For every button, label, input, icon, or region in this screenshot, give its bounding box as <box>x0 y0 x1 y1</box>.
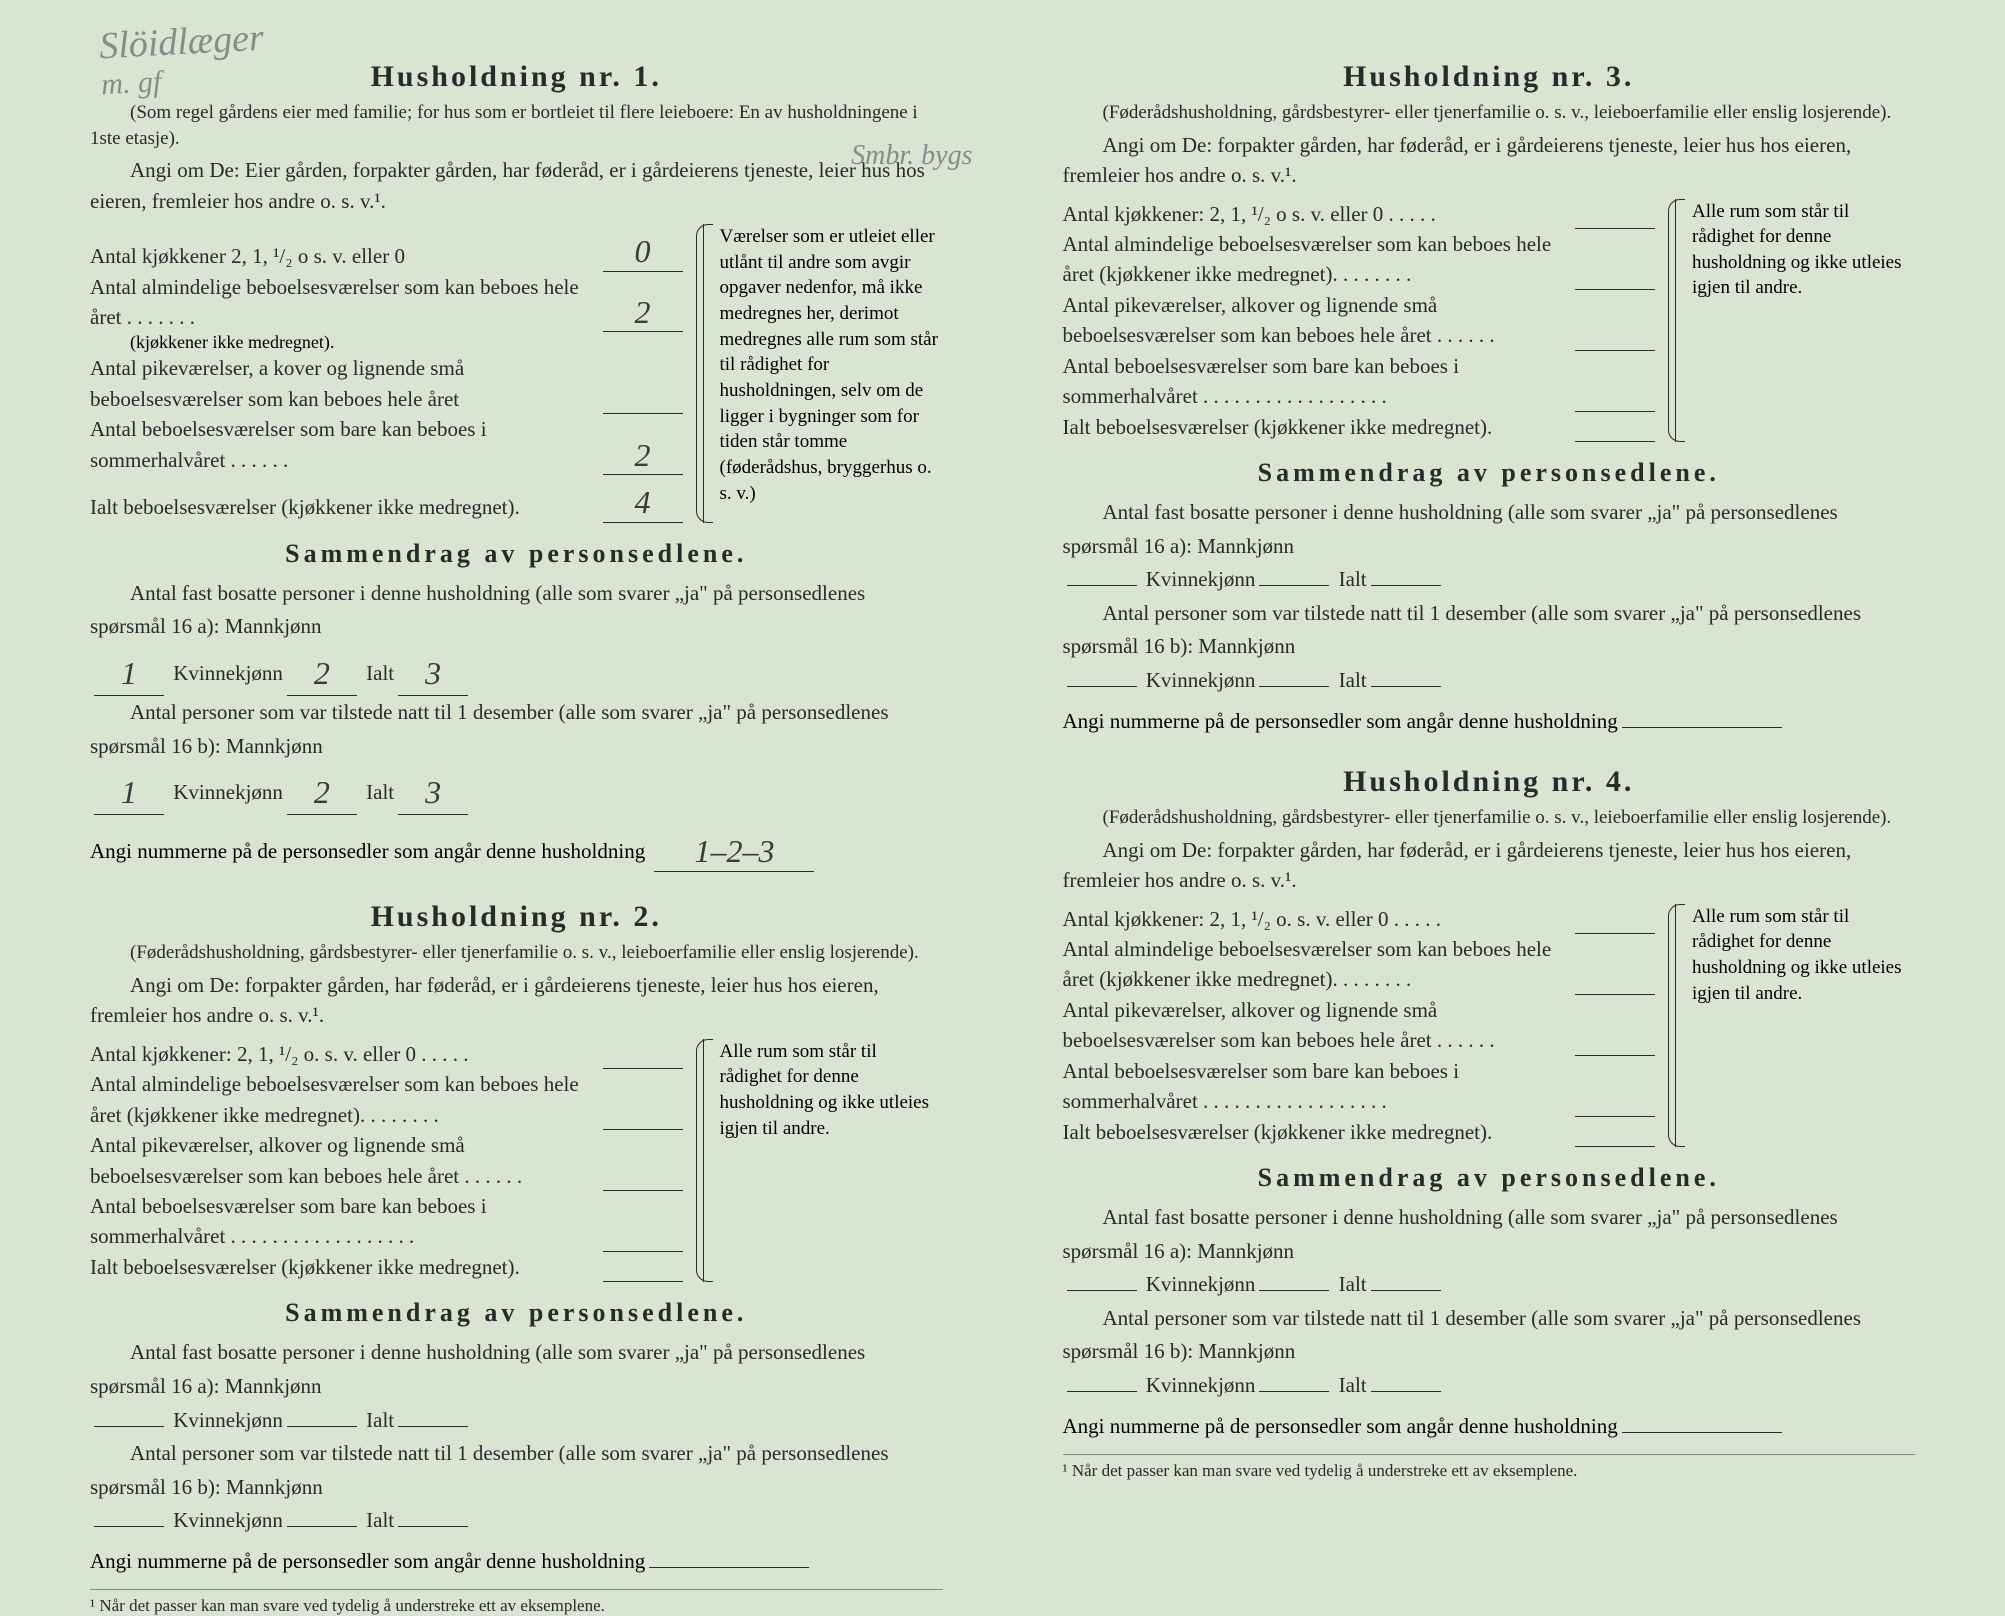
hh2-sommer-label: Antal beboelsesværelser som bare kan beb… <box>90 1191 593 1252</box>
left-page: Slöidlæger m. gf Smbr. bygs Husholdning … <box>0 0 1003 1536</box>
hh1-alm-label: Antal almindelige beboelsesværelser som … <box>90 272 593 333</box>
hh2-angi: Angi om De: forpakter gården, har føderå… <box>90 970 943 1031</box>
hh4-pike-label: Antal pikeværelser, alkover og lignende … <box>1063 995 1566 1056</box>
hh4-room-block: Antal kjøkkener: 2, 1, ¹/₂ o. s. v. elle… <box>1063 904 1916 1148</box>
hh1-tilstede: Antal personer som var tilstede natt til… <box>90 696 943 815</box>
hh3-kjokken-label: Antal kjøkkener: 2, 1, ¹/₂ o s. v. eller… <box>1063 199 1566 229</box>
hh3-title: Husholdning nr. 3. <box>1063 60 1916 94</box>
hh1-alm-val: 2 <box>635 294 651 330</box>
hh2-alm-label: Antal almindelige beboelsesværelser som … <box>90 1069 593 1130</box>
hh3-room-block: Antal kjøkkener: 2, 1, ¹/₂ o s. v. eller… <box>1063 199 1916 443</box>
hh1-ialt-label: Ialt beboelsesværelser (kjøkkener ikke m… <box>90 492 593 522</box>
hh1-nummer: Angi nummerne på de personsedler som ang… <box>90 823 943 872</box>
hh1-sommer-label: Antal beboelsesværelser som bare kan beb… <box>90 414 593 475</box>
hh3-alm-label: Antal almindelige beboelsesværelser som … <box>1063 229 1566 290</box>
hh1-angi: Angi om De: Eier gården, forpakter gårde… <box>90 155 943 216</box>
hh2-room-block: Antal kjøkkener: 2, 1, ¹/₂ o. s. v. elle… <box>90 1039 943 1283</box>
hh2-pike-label: Antal pikeværelser, alkover og lignende … <box>90 1130 593 1191</box>
hh3-sidenote: Alle rum som står til rådighet for denne… <box>1675 199 1915 443</box>
hh4-alm-label: Antal almindelige beboelsesværelser som … <box>1063 934 1566 995</box>
footnote-right: ¹ Når det passer kan man svare ved tydel… <box>1063 1454 1916 1481</box>
hh4-kjokken-label: Antal kjøkkener: 2, 1, ¹/₂ o. s. v. elle… <box>1063 904 1566 934</box>
hh4-sidenote: Alle rum som står til rådighet for denne… <box>1675 904 1915 1148</box>
hh1-sommer-val: 2 <box>635 437 651 473</box>
hh3-sammendrag: Sammendrag av personsedlene. <box>1063 458 1916 488</box>
hh1-room-block: Antal kjøkkener 2, 1, ¹/₂ o s. v. eller … <box>90 224 943 522</box>
hh4-angi: Angi om De: forpakter gården, har føderå… <box>1063 835 1916 896</box>
hh1-subtitle: (Som regel gårdens eier med familie; for… <box>90 100 943 151</box>
hh3-ialt-label: Ialt beboelsesværelser (kjøkkener ikke m… <box>1063 412 1566 442</box>
hh4-tilstede: Antal personer som var tilstede natt til… <box>1063 1302 1916 1403</box>
hh4-nummer: Angi nummerne på de personsedler som ang… <box>1063 1411 1916 1443</box>
hh2-sammendrag: Sammendrag av personsedlene. <box>90 1298 943 1328</box>
hh3-fast: Antal fast bosatte personer i denne hush… <box>1063 496 1916 597</box>
hh2-sidenote: Alle rum som står til rådighet for denne… <box>703 1039 943 1283</box>
hh1-kjokken-val: 0 <box>635 233 651 269</box>
hh1-fast: Antal fast bosatte personer i denne hush… <box>90 577 943 696</box>
right-page: Husholdning nr. 3. (Føderådshusholdning,… <box>1003 0 2005 1536</box>
hh2-ialt-label: Ialt beboelsesværelser (kjøkkener ikke m… <box>90 1252 593 1282</box>
hh4-sammendrag: Sammendrag av personsedlene. <box>1063 1163 1916 1193</box>
hh4-ialt-label: Ialt beboelsesværelser (kjøkkener ikke m… <box>1063 1117 1566 1147</box>
hh3-nummer: Angi nummerne på de personsedler som ang… <box>1063 706 1916 738</box>
footnote-left: ¹ Når det passer kan man svare ved tydel… <box>90 1589 943 1616</box>
hh3-tilstede: Antal personer som var tilstede natt til… <box>1063 597 1916 698</box>
hh2-title: Husholdning nr. 2. <box>90 900 943 934</box>
hh3-angi: Angi om De: forpakter gården, har føderå… <box>1063 130 1916 191</box>
hh3-sommer-label: Antal beboelsesværelser som bare kan beb… <box>1063 351 1566 412</box>
hh1-pike-label: Antal pikeværelser, a kover og lignende … <box>90 353 593 414</box>
hh4-subtitle: (Føderådshusholdning, gårdsbestyrer- ell… <box>1063 805 1916 831</box>
hh1-alm-sub: (kjøkkener ikke medregnet). <box>90 332 683 353</box>
handwriting-side: Smbr. bygs <box>851 140 972 172</box>
handwriting-top: Slöidlæger m. gf <box>98 16 267 103</box>
hh3-pike-label: Antal pikeværelser, alkover og lignende … <box>1063 290 1566 351</box>
hh3-subtitle: (Føderådshusholdning, gårdsbestyrer- ell… <box>1063 100 1916 126</box>
hh2-kjokken-label: Antal kjøkkener: 2, 1, ¹/₂ o. s. v. elle… <box>90 1039 593 1069</box>
hh2-fast: Antal fast bosatte personer i denne hush… <box>90 1336 943 1437</box>
hh4-sommer-label: Antal beboelsesværelser som bare kan beb… <box>1063 1056 1566 1117</box>
hh2-nummer: Angi nummerne på de personsedler som ang… <box>90 1546 943 1578</box>
hh1-ialt-val: 4 <box>635 484 651 520</box>
hh2-tilstede: Antal personer som var tilstede natt til… <box>90 1437 943 1538</box>
hh2-subtitle: (Føderådshusholdning, gårdsbestyrer- ell… <box>90 940 943 966</box>
hh1-sammendrag: Sammendrag av personsedlene. <box>90 539 943 569</box>
hh1-sidenote: Værelser som er utleiet eller utlånt til… <box>703 224 943 522</box>
hh1-kjokken-label: Antal kjøkkener 2, 1, ¹/₂ o s. v. eller … <box>90 241 593 271</box>
hh4-title: Husholdning nr. 4. <box>1063 765 1916 799</box>
hh4-fast: Antal fast bosatte personer i denne hush… <box>1063 1201 1916 1302</box>
